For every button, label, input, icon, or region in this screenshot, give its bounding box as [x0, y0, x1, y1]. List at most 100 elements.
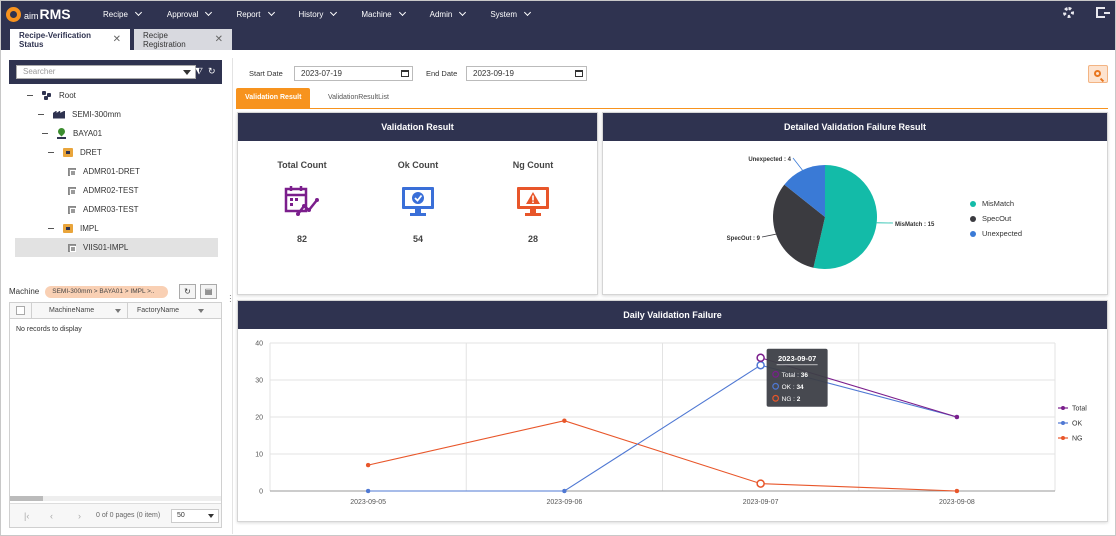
menu-system[interactable]: System [490, 8, 532, 19]
folder-icon [63, 224, 73, 233]
tree-node-admr01-dret[interactable]: ADMR01-DRET [68, 162, 218, 181]
equipment-icon [68, 205, 76, 214]
data-point-ok[interactable] [756, 360, 765, 370]
data-point-ok[interactable] [365, 488, 371, 494]
ok-count-card: Ok Count 54 [368, 160, 468, 244]
legend-item-specout[interactable]: SpecOut [970, 214, 1011, 223]
tab-recipe-verification-status[interactable]: Recipe-Verification Status ✕ [10, 29, 130, 50]
date-filter-bar: Start Date 2023-07-19 End Date 2023-09-1… [236, 62, 1108, 86]
total-count-label: Total Count [277, 160, 327, 170]
menu-machine-label: Machine [361, 9, 392, 19]
total-count-value: 82 [296, 234, 307, 244]
data-point-ng[interactable] [954, 488, 960, 494]
settings-gear-icon[interactable] [1063, 7, 1074, 18]
column-filter-icon[interactable] [115, 309, 121, 313]
menu-recipe[interactable]: Recipe [103, 8, 142, 19]
tab-validation-result-list[interactable]: ValidationResultList [328, 94, 389, 101]
search-button[interactable] [1088, 65, 1108, 83]
filter-icon[interactable]: ⧨ [195, 66, 204, 76]
collapse-icon[interactable] [48, 228, 54, 229]
next-page-icon[interactable]: › [78, 511, 81, 521]
column-header-machinename[interactable]: MachineName [49, 307, 121, 314]
y-tick-label: 0 [259, 489, 263, 496]
tree-node-admr02-test[interactable]: ADMR02-TEST [68, 181, 218, 200]
menu-report[interactable]: Report [236, 8, 275, 19]
menu-history-label: History [298, 9, 324, 19]
pie-slice-specout[interactable] [773, 184, 825, 268]
refresh-icon[interactable]: ↻ [208, 66, 216, 76]
data-point-ok[interactable] [562, 488, 567, 494]
first-page-icon[interactable]: |‹ [24, 511, 30, 521]
tree-node-baya01[interactable]: BAYA01 [42, 124, 218, 143]
menu-admin-label: Admin [429, 9, 453, 19]
menu-approval[interactable]: Approval [167, 8, 213, 19]
legend-item-mismatch[interactable]: MisMatch [970, 199, 1014, 208]
column-header-factoryname[interactable]: FactoryName [137, 307, 204, 314]
data-point-total[interactable] [954, 414, 960, 420]
tree-node-root[interactable]: Root [27, 86, 217, 105]
calendar-icon[interactable] [401, 70, 409, 77]
panel-title: Daily Validation Failure [238, 301, 1107, 329]
legend-label-total: Total [1072, 406, 1087, 413]
tab-validation-result[interactable]: Validation Result [236, 88, 311, 108]
export-button[interactable]: ▤ [200, 284, 217, 299]
collapse-icon[interactable] [27, 95, 33, 96]
tab-recipe-registration[interactable]: Recipe Registration ✕ [134, 29, 232, 50]
tree-search-bar: Searcher ⧨ ↻ [9, 60, 222, 84]
series-line-ng [368, 420, 957, 492]
data-point-ng[interactable] [756, 479, 765, 488]
legend-label-ng: NG [1072, 436, 1083, 443]
close-icon[interactable]: ✕ [112, 34, 121, 45]
failure-detail-panel: Detailed Validation Failure Result MisMa… [602, 112, 1108, 295]
failure-pie-chart: MisMatch : 15 SpecOut : 9 Unexpected : 4 [727, 157, 935, 269]
grid-header: MachineName FactoryName [10, 303, 221, 319]
calendar-chart-icon [284, 184, 320, 218]
tree-node-semi-300mm[interactable]: SEMI-300mm [38, 105, 218, 124]
menu-admin[interactable]: Admin [429, 8, 467, 19]
horizontal-scrollbar[interactable] [10, 496, 221, 501]
logout-icon[interactable] [1096, 7, 1110, 18]
data-point-ng[interactable] [365, 462, 371, 468]
start-date-value: 2023-07-19 [301, 69, 342, 78]
menu-recipe-label: Recipe [103, 9, 128, 19]
collapse-icon[interactable] [38, 114, 44, 115]
legend-item-unexpected[interactable]: Unexpected [970, 229, 1022, 238]
menu-machine[interactable]: Machine [361, 8, 406, 19]
end-date-input[interactable]: 2023-09-19 [466, 66, 587, 81]
data-point-ng[interactable] [562, 418, 567, 423]
close-icon[interactable]: ✕ [214, 34, 223, 45]
select-all-checkbox[interactable] [16, 306, 25, 315]
tree-node-admr03-test[interactable]: ADMR03-TEST [68, 200, 218, 219]
pie-slice-mismatch[interactable] [813, 165, 877, 269]
collapse-icon[interactable] [42, 133, 48, 134]
column-filter-icon[interactable] [198, 309, 204, 313]
start-date-input[interactable]: 2023-07-19 [294, 66, 413, 81]
refresh-button[interactable]: ↻ [179, 284, 196, 299]
machine-grid: MachineName FactoryName No records to di… [9, 302, 222, 528]
prev-page-icon[interactable]: ‹ [50, 511, 53, 521]
page-size-select[interactable]: 50 [171, 509, 219, 523]
collapse-icon[interactable] [48, 152, 54, 153]
column-divider [127, 303, 128, 318]
chevron-down-icon [459, 8, 467, 17]
tree-node-dret[interactable]: DRET [48, 143, 218, 162]
data-point-total[interactable] [756, 353, 765, 363]
equipment-icon [68, 186, 76, 195]
chevron-down-icon [267, 8, 275, 17]
chevron-down-icon [134, 8, 142, 17]
tree-search-input[interactable]: Searcher [16, 65, 196, 79]
menu-history[interactable]: History [298, 8, 338, 19]
panel-title: Validation Result [238, 113, 597, 141]
ng-count-card: Ng Count 28 [483, 160, 583, 244]
equipment-icon [68, 167, 76, 176]
calendar-icon[interactable] [575, 70, 583, 77]
panel-splitter-handle[interactable]: · · · [229, 291, 232, 306]
tree-node-viis01-impl[interactable]: VIIS01-IMPL [15, 238, 218, 257]
tooltip-marker [772, 382, 780, 390]
tree-node-label: IMPL [80, 224, 99, 233]
app-logo[interactable]: aim RMS [6, 6, 96, 22]
chevron-down-icon [330, 8, 338, 17]
tree-node-impl[interactable]: IMPL [48, 219, 218, 238]
pie-slice-unexpected[interactable] [784, 165, 825, 217]
chevron-down-icon [523, 8, 532, 17]
